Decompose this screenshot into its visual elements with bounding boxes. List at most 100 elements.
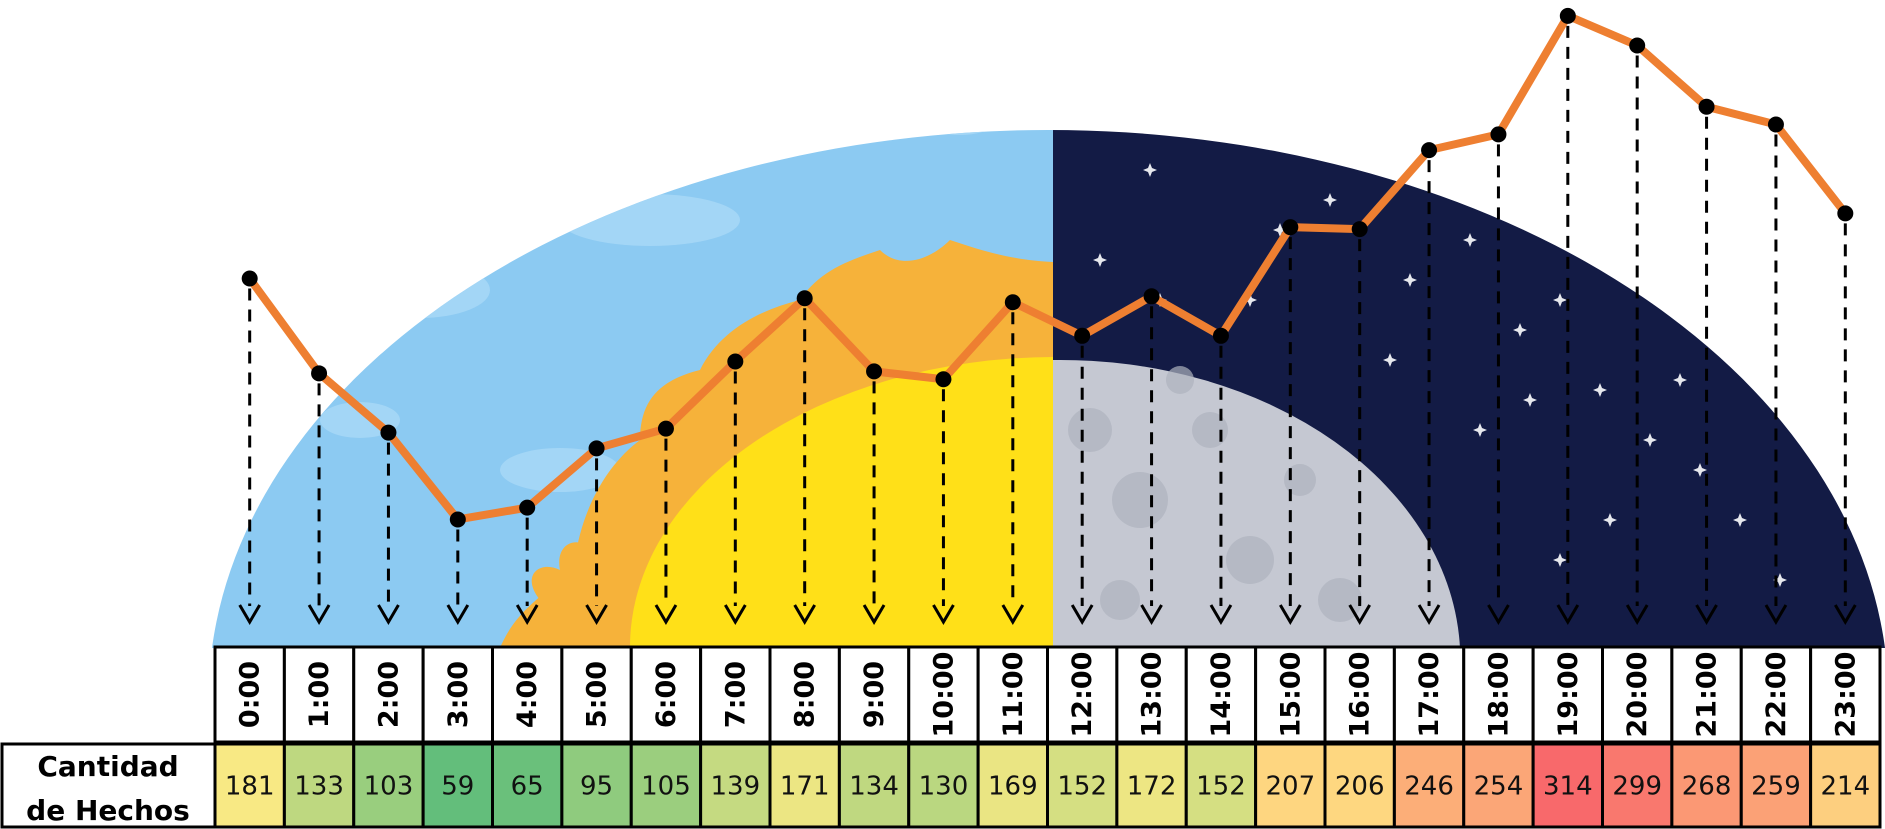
arrow-head-16:00 bbox=[1348, 604, 1371, 625]
point-8:00 bbox=[796, 290, 813, 307]
arrow-head-19:00 bbox=[1556, 604, 1580, 625]
value-label-23:00: 214 bbox=[1820, 772, 1870, 802]
crater bbox=[1226, 536, 1274, 584]
crater bbox=[1166, 366, 1194, 394]
star bbox=[1553, 293, 1567, 307]
value-cell-18:00 bbox=[1462, 742, 1535, 829]
arrow-head-7:00 bbox=[724, 604, 747, 625]
row-label-line1: Cantidad bbox=[37, 750, 178, 783]
value-label-18:00: 254 bbox=[1474, 772, 1524, 802]
star bbox=[1643, 433, 1657, 447]
star bbox=[1463, 233, 1477, 247]
star bbox=[1553, 553, 1567, 567]
value-label-15:00: 207 bbox=[1265, 772, 1315, 802]
point-13:00 bbox=[1143, 288, 1160, 305]
arrow-head-6:00 bbox=[654, 604, 678, 625]
value-label-5:00: 95 bbox=[580, 772, 613, 802]
hour-cell-6:00 bbox=[629, 645, 703, 744]
value-label-13:00: 172 bbox=[1127, 772, 1177, 802]
value-cell-23:00 bbox=[1809, 742, 1882, 829]
arrow-head-10:00 bbox=[932, 604, 955, 625]
hour-label-12:00: 12:00 bbox=[1067, 652, 1098, 738]
value-label-1:00: 133 bbox=[294, 772, 344, 802]
star bbox=[1243, 293, 1257, 307]
hour-label-23:00: 23:00 bbox=[1830, 652, 1861, 738]
arrow-head-0:00 bbox=[238, 604, 261, 625]
point-1:00 bbox=[311, 365, 328, 382]
point-9:00 bbox=[866, 363, 883, 380]
point-18:00 bbox=[1490, 126, 1507, 143]
value-cell-7:00 bbox=[699, 742, 772, 829]
value-cell-1:00 bbox=[282, 742, 356, 829]
value-label-22:00: 259 bbox=[1751, 772, 1801, 802]
point-20:00 bbox=[1629, 37, 1646, 54]
value-cell-22:00 bbox=[1739, 742, 1813, 829]
value-cell-6:00 bbox=[629, 742, 703, 829]
point-10:00 bbox=[935, 371, 952, 388]
point-21:00 bbox=[1698, 98, 1715, 115]
hour-label-13:00: 13:00 bbox=[1137, 652, 1168, 738]
hour-label-20:00: 20:00 bbox=[1622, 652, 1653, 738]
point-5:00 bbox=[588, 440, 605, 457]
arrow-head-23:00 bbox=[1834, 604, 1857, 625]
value-label-9:00: 134 bbox=[849, 772, 899, 802]
value-label-20:00: 299 bbox=[1612, 772, 1662, 802]
arrow-head-15:00 bbox=[1279, 604, 1302, 625]
value-cell-15:00 bbox=[1254, 742, 1327, 829]
point-19:00 bbox=[1559, 7, 1576, 24]
hour-cell-22:00 bbox=[1739, 645, 1813, 744]
hour-label-7:00: 7:00 bbox=[720, 661, 751, 728]
crater bbox=[1068, 408, 1112, 452]
value-label-12:00: 152 bbox=[1057, 772, 1107, 802]
arrow-head-13:00 bbox=[1140, 604, 1163, 625]
value-cell-2:00 bbox=[352, 742, 425, 829]
hour-label-0:00: 0:00 bbox=[235, 661, 266, 728]
arrow-head-17:00 bbox=[1417, 604, 1441, 625]
hour-cell-14:00 bbox=[1184, 645, 1258, 744]
crater bbox=[1192, 412, 1228, 448]
point-7:00 bbox=[727, 353, 744, 370]
value-label-19:00: 314 bbox=[1543, 772, 1593, 802]
point-11:00 bbox=[1004, 294, 1021, 311]
arrow-head-9:00 bbox=[862, 604, 886, 625]
data-points bbox=[241, 7, 1854, 528]
value-label-11:00: 169 bbox=[988, 772, 1038, 802]
star bbox=[1323, 193, 1337, 207]
hour-cell-2:00 bbox=[352, 645, 425, 744]
value-cell-5:00 bbox=[560, 742, 633, 829]
value-label-16:00: 206 bbox=[1335, 772, 1385, 802]
point-22:00 bbox=[1767, 116, 1784, 133]
hour-label-11:00: 11:00 bbox=[998, 652, 1029, 738]
star bbox=[1083, 103, 1097, 117]
arrow-head-5:00 bbox=[585, 604, 608, 625]
arrow-head-20:00 bbox=[1625, 604, 1649, 625]
value-cell-3:00 bbox=[421, 742, 494, 829]
hour-label-17:00: 17:00 bbox=[1414, 652, 1445, 738]
star bbox=[1733, 513, 1747, 527]
value-cell-4:00 bbox=[491, 742, 564, 829]
hour-cell-23:00 bbox=[1809, 645, 1882, 744]
hour-cell-19:00 bbox=[1531, 645, 1604, 744]
hour-header-row: 0:00 1:00 2:00 3:00 4:00 5:00 6:00 7:00 8:00 9:00… bbox=[213, 645, 1882, 744]
point-17:00 bbox=[1421, 142, 1438, 159]
value-label-14:00: 152 bbox=[1196, 772, 1246, 802]
row-label-line2: de Hechos bbox=[26, 794, 190, 827]
value-cell-16:00 bbox=[1323, 742, 1396, 829]
hour-label-10:00: 10:00 bbox=[928, 652, 959, 738]
star bbox=[1523, 393, 1537, 407]
cloud bbox=[350, 262, 490, 318]
hour-cell-3:00 bbox=[421, 645, 494, 744]
point-2:00 bbox=[380, 424, 397, 441]
star bbox=[1473, 423, 1487, 437]
value-cell-13:00 bbox=[1115, 742, 1188, 829]
crater bbox=[1112, 472, 1168, 528]
crater bbox=[1318, 578, 1362, 622]
value-cell-14:00 bbox=[1184, 742, 1258, 829]
star bbox=[1313, 129, 1327, 137]
value-cell-9:00 bbox=[837, 742, 911, 829]
hour-label-22:00: 22:00 bbox=[1761, 652, 1792, 738]
arrow-head-11:00 bbox=[1001, 604, 1025, 625]
point-23:00 bbox=[1837, 205, 1854, 222]
value-cell-21:00 bbox=[1670, 742, 1743, 829]
